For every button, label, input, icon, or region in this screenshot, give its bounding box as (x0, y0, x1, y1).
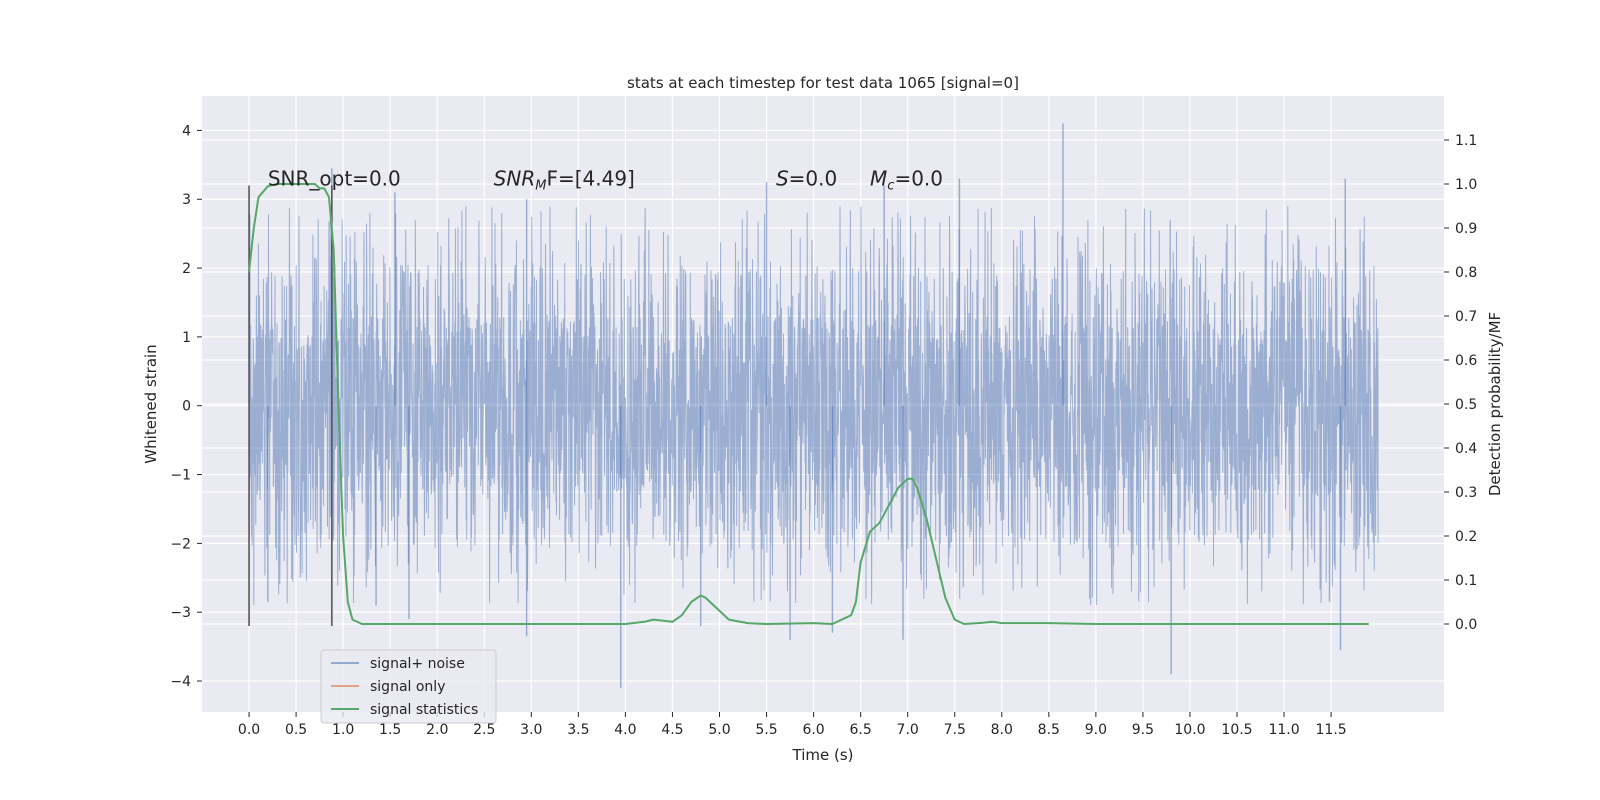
y-tick-label: −3 (170, 605, 191, 621)
x-tick-label: 7.0 (897, 722, 919, 738)
y2-tick-label: 0.8 (1455, 265, 1477, 281)
y2-tick-labels: 0.0 0.1 0.2 0.3 0.4 0.5 0.6 0.7 0.8 0.9 1.0 1.1 (1444, 133, 1477, 633)
legend-label-signal: signal only (370, 679, 445, 695)
x-tick-label: 7.5 (944, 722, 966, 738)
x-tick-label: 9.0 (1085, 722, 1107, 738)
x-axis-label: Time (s) (792, 746, 854, 764)
signal-statistics-series (248, 183, 1369, 625)
annotation-snr-mf: SNRMF=[4.49] (494, 166, 635, 193)
x-tick-label: 4.5 (661, 722, 683, 738)
noise-trace (248, 206, 1379, 606)
x-tick-label: 6.5 (850, 722, 872, 738)
x-tick-label: 8.5 (1038, 722, 1060, 738)
y-tick-label: 1 (182, 330, 191, 346)
y2-tick-label: 0.6 (1455, 353, 1477, 369)
y2-tick-label: 0.9 (1455, 221, 1477, 237)
y2-tick-label: 1.0 (1455, 177, 1477, 193)
y2-tick-label: 0.3 (1455, 485, 1477, 501)
y2-axis-label: Detection probability/MF (1486, 312, 1504, 496)
annotations: SNR_opt=0.0 SNRMF=[4.49] S=0.0 Mc=0.0 (268, 166, 943, 193)
y-axis-label: Whitened strain (142, 344, 160, 463)
y2-tick-label: 0.4 (1455, 441, 1477, 457)
x-tick-label: 3.0 (520, 722, 542, 738)
x-tick-label: 10.0 (1174, 722, 1205, 738)
x-tick-label: 2.5 (473, 722, 495, 738)
x-tick-labels: 0.0 0.5 1.0 1.5 2.0 2.5 3.0 3.5 4.0 4.5 5.0 5.5 6.0 6… (238, 712, 1347, 738)
legend-box (320, 649, 497, 724)
x-tick-label: 0.0 (238, 722, 260, 738)
y-tick-label: 4 (182, 123, 191, 139)
vertical-markers (248, 185, 333, 626)
x-tick-label: 11.0 (1268, 722, 1299, 738)
statistics-line (248, 183, 1369, 625)
x-tick-label: 10.5 (1221, 722, 1252, 738)
x-tick-label: 2.0 (426, 722, 448, 738)
y2-tick-label: 1.1 (1455, 133, 1477, 149)
y-tick-labels: −4 −3 −2 −1 0 1 2 3 4 (170, 123, 202, 690)
x-tick-label: 1.0 (332, 722, 354, 738)
x-tick-label: 8.0 (991, 722, 1013, 738)
y-tick-label: 0 (182, 399, 191, 415)
x-tick-label: 4.0 (614, 722, 636, 738)
y-tick-label: 3 (182, 192, 191, 208)
legend: signal+ noise signal only signal statist… (320, 649, 497, 724)
y2-tick-label: 0.0 (1455, 617, 1477, 633)
annotation-mc-val: Mc=0.0 (870, 166, 943, 193)
x-tick-label: 9.5 (1132, 722, 1154, 738)
chart-title: stats at each timestep for test data 106… (627, 74, 1019, 92)
y-tick-label: −2 (170, 536, 191, 552)
annotation-s-val: S=0.0 (776, 166, 837, 190)
x-tick-label: 11.5 (1316, 722, 1347, 738)
y-tick-label: −1 (170, 468, 191, 484)
x-tick-label: 5.5 (755, 722, 777, 738)
y2-tick-label: 0.1 (1455, 573, 1477, 589)
y-tick-label: 2 (182, 261, 191, 277)
x-tick-label: 1.5 (379, 722, 401, 738)
x-tick-label: 5.0 (708, 722, 730, 738)
y2-tick-label: 0.5 (1455, 397, 1477, 413)
y2-tick-label: 0.2 (1455, 529, 1477, 545)
y2-tick-label: 0.7 (1455, 309, 1477, 325)
annotation-snr-opt: SNR_opt=0.0 (268, 166, 401, 190)
y-tick-label: −4 (170, 674, 191, 690)
x-tick-label: 0.5 (285, 722, 307, 738)
x-tick-label: 6.0 (802, 722, 824, 738)
legend-label-stats: signal statistics (370, 702, 478, 718)
x-tick-label: 3.5 (567, 722, 589, 738)
legend-label-noise: signal+ noise (370, 656, 465, 672)
